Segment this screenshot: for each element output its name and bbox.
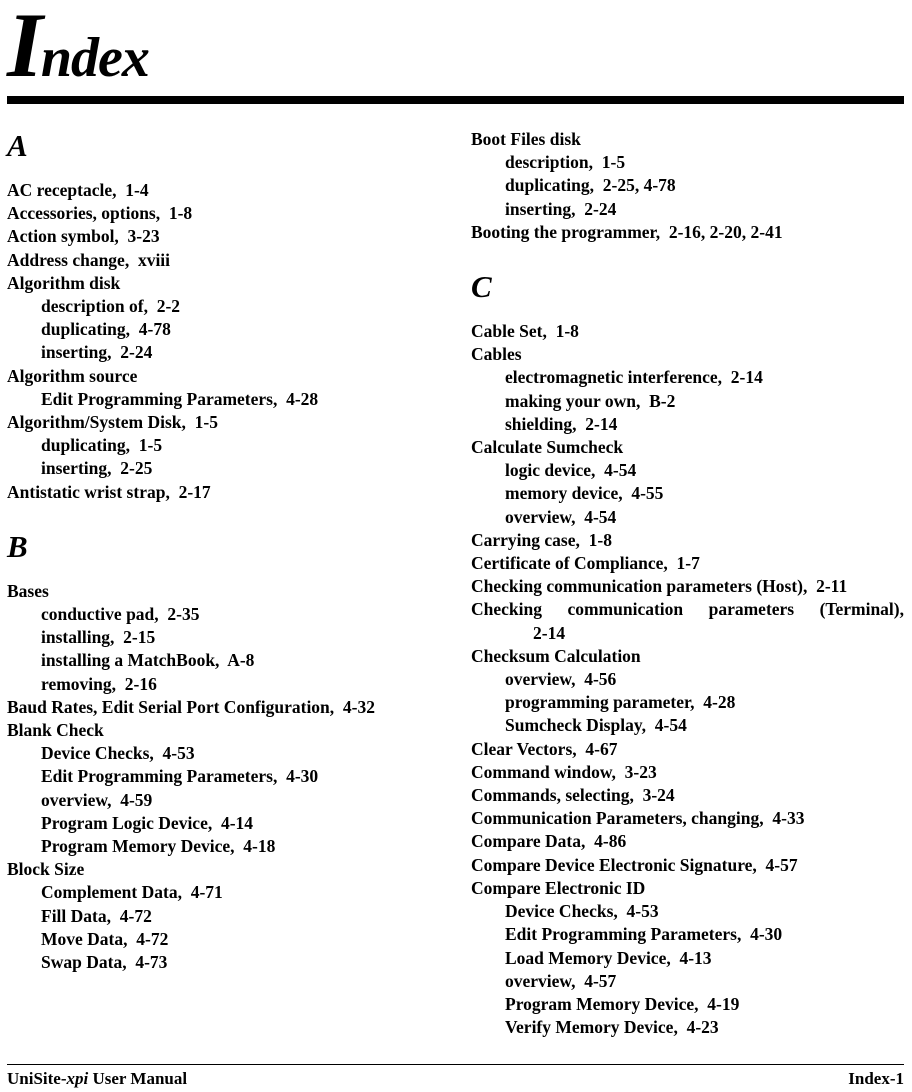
index-entry: Compare Electronic ID	[471, 877, 646, 898]
index-subentry: duplicating, 2-25, 4-78	[505, 175, 676, 196]
index-subentry: inserting, 2-25	[41, 458, 153, 479]
index-entry: Antistatic wrist strap, 2-17	[7, 481, 211, 502]
index-subentry: overview, 4-54	[505, 506, 617, 527]
footer-manual-title-italic: xpi	[66, 1069, 89, 1088]
index-subentry: memory device, 4-55	[505, 483, 664, 504]
index-entry: Carrying case, 1-8	[471, 529, 612, 550]
footer: UniSite-xpi User Manual Index-1	[7, 1069, 904, 1089]
index-subentry: Fill Data, 4-72	[41, 905, 152, 926]
index-entry: Compare Device Electronic Signature, 4-5…	[471, 854, 798, 875]
index-entry: Algorithm/System Disk, 1-5	[7, 412, 218, 433]
index-subentry: Sumcheck Display, 4-54	[505, 715, 687, 736]
index-subentry: 2-14	[533, 622, 566, 643]
index-entry: Cables	[471, 344, 522, 365]
index-subentry: Edit Programming Parameters, 4-30	[41, 766, 319, 787]
index-entry: Address change, xviii	[7, 249, 171, 270]
index-subentry: overview, 4-57	[505, 970, 617, 991]
section-letter-B: B	[7, 528, 28, 564]
index-subentry: removing, 2-16	[41, 673, 157, 694]
index-subentry: Program Memory Device, 4-18	[41, 836, 276, 857]
index-subentry: Move Data, 4-72	[41, 928, 169, 949]
index-entry: Checking communication parameters (Host)…	[471, 576, 848, 597]
footer-rule	[7, 1063, 904, 1065]
index-subentry: Program Memory Device, 4-19	[505, 993, 740, 1014]
index-subentry: Swap Data, 4-73	[41, 952, 168, 973]
index-subentry: shielding, 2-14	[505, 413, 618, 434]
index-subentry: installing, 2-15	[41, 627, 156, 648]
index-entry: Checksum Calculation	[471, 645, 641, 666]
index-entry: Compare Data, 4-86	[471, 831, 627, 852]
index-subentry: Load Memory Device, 4-13	[505, 947, 712, 968]
index-entry: Calculate Sumcheck	[471, 437, 624, 458]
index-entry: Algorithm disk	[7, 272, 121, 293]
footer-page-number: Index-1	[848, 1069, 904, 1088]
index-subentry: logic device, 4-54	[505, 460, 637, 481]
index-entry: Booting the programmer, 2-16, 2-20, 2-41	[471, 221, 783, 242]
index-entry: Block Size	[7, 859, 85, 880]
index-entry: AC receptacle, 1-4	[7, 180, 149, 200]
footer-manual-title-suffix: User Manual	[88, 1069, 188, 1088]
index-subentry: Device Checks, 4-53	[41, 743, 195, 764]
index-subentry: Edit Programming Parameters, 4-28	[41, 388, 319, 409]
index-entry: Command window, 3-23	[471, 761, 657, 782]
index-subentry: Edit Programming Parameters, 4-30	[505, 924, 783, 945]
index-subentry: inserting, 2-24	[505, 198, 617, 219]
index-entry: Checking communication parameters (Termi…	[471, 599, 904, 620]
index-subentry: Complement Data, 4-71	[41, 882, 223, 903]
index-entry: Clear Vectors, 4-67	[471, 738, 618, 759]
index-subentry: description of, 2-2	[41, 296, 181, 317]
index-entry: Cable Set, 1-8	[471, 321, 579, 342]
index-column-2: Boot Files disk description, 1-5 duplicati…	[471, 128, 904, 1039]
index-entry: Bases	[7, 580, 49, 601]
index-subentry: programming parameter, 4-28	[505, 692, 736, 713]
index-entry: Communication Parameters, changing, 4-33	[471, 808, 805, 829]
index-entry: Boot Files disk	[471, 129, 581, 149]
page-title-rest: ndex	[40, 27, 150, 89]
index-subentry: Device Checks, 4-53	[505, 901, 659, 922]
section-letter-A: A	[7, 128, 28, 163]
index-entry: Blank Check	[7, 720, 104, 741]
index-entry: Baud Rates, Edit Serial Port Configurati…	[7, 696, 375, 717]
index-columns: A AC receptacle, 1-4 Accessories, options,…	[7, 128, 904, 1039]
index-subentry: overview, 4-56	[505, 669, 617, 690]
page-title-initial: I	[7, 0, 43, 96]
page-title: Index	[7, 0, 904, 91]
index-subentry: conductive pad, 2-35	[41, 604, 200, 625]
index-subentry: duplicating, 1-5	[41, 435, 163, 456]
index-subentry: overview, 4-59	[41, 789, 153, 810]
index-entry: Certificate of Compliance, 1-7	[471, 553, 700, 574]
footer-manual-title: UniSite-xpi User Manual	[7, 1069, 187, 1089]
index-entry: Accessories, options, 1-8	[7, 203, 193, 224]
index-subentry: making your own, B-2	[505, 390, 676, 411]
index-entry: Algorithm source	[7, 365, 138, 386]
index-entry: Action symbol, 3-23	[7, 226, 160, 247]
index-entry: Commands, selecting, 3-24	[471, 785, 675, 806]
index-subentry: duplicating, 4-78	[41, 319, 171, 340]
section-letter-C: C	[471, 269, 492, 305]
index-column-1: A AC receptacle, 1-4 Accessories, options,…	[7, 128, 440, 1039]
index-subentry: Verify Memory Device, 4-23	[505, 1017, 719, 1038]
index-subentry: description, 1-5	[505, 152, 626, 173]
title-rule	[7, 96, 904, 104]
index-subentry: installing a MatchBook, A-8	[41, 650, 255, 671]
index-subentry: electromagnetic interference, 2-14	[505, 367, 763, 388]
footer-manual-title-prefix: UniSite-	[7, 1069, 67, 1088]
index-subentry: Program Logic Device, 4-14	[41, 812, 254, 833]
index-subentry: inserting, 2-24	[41, 342, 153, 363]
